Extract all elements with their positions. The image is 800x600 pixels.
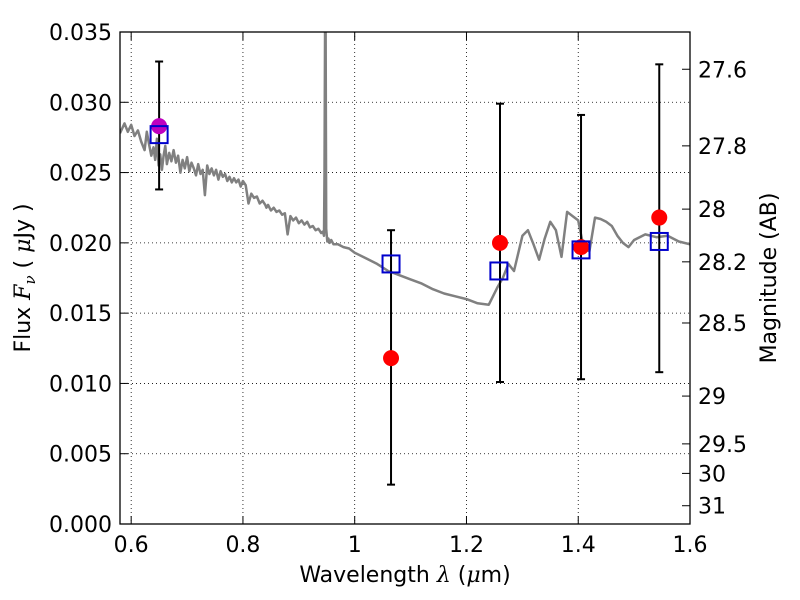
plot-data [120, 32, 690, 486]
x-axis-lambda-symbol: λ [436, 563, 451, 588]
y-axis-f-symbol: F [11, 284, 36, 301]
y-tick-label: 0.030 [49, 91, 112, 116]
x-axis-units-rest: m) [481, 563, 511, 588]
magnitude-tick-label: 30 [698, 462, 726, 487]
model-flux-square [571, 240, 591, 260]
observed-flux-point [492, 234, 508, 251]
magnitude-tick-label: 29.5 [698, 433, 747, 458]
x-tick-label: 1 [348, 533, 362, 558]
model-flux-square [149, 125, 169, 145]
x-tick-label: 1.6 [673, 533, 708, 558]
x-tick-label: 0.8 [225, 533, 260, 558]
magnitude-tick-label: 28 [698, 198, 726, 223]
x-tick-label: 0.6 [114, 533, 149, 558]
y-axis-nu-subscript: ν [21, 275, 39, 284]
plot-frame [119, 31, 691, 525]
magnitude-tick-label: 27.6 [698, 58, 747, 83]
magnitude-axis-label: Magnitude (AB) [757, 193, 782, 364]
y-axis-label: Flux Fν ( μJy ) [11, 203, 39, 352]
model-spectrum-line [120, 32, 690, 306]
y-axis-units-open: ( [11, 253, 36, 276]
y-tick-label: 0.000 [49, 513, 112, 538]
y-tick-label: 0.035 [49, 21, 112, 46]
x-axis-mu-symbol: μ [466, 563, 480, 588]
y-axis-units-rest: Jy ) [11, 203, 36, 240]
y-tick-label: 0.020 [49, 232, 112, 257]
x-tick-label: 1.4 [561, 533, 596, 558]
model-flux-square [649, 231, 669, 251]
x-axis-label: Wavelength λ (μm) [299, 563, 510, 588]
model-flux-square [489, 261, 509, 281]
axis-ticks: 0.6 0.8 1 1.2 1.4 1.6 0.000 0.005 0.010 0.015 0.02… [49, 21, 747, 558]
magnitude-tick-label: 29 [698, 385, 726, 410]
observed-flux-point [383, 350, 400, 367]
model-flux-square [381, 254, 401, 274]
y-axis-mu-symbol: μ [11, 239, 36, 253]
y-axis-label-prefix: Flux [11, 300, 36, 353]
y-tick-label: 0.015 [49, 302, 112, 327]
y-tick-label: 0.010 [49, 372, 112, 397]
magnitude-tick-label: 28.5 [698, 312, 747, 337]
magnitude-tick-label: 27.8 [698, 135, 747, 160]
y-tick-label: 0.025 [49, 162, 112, 187]
observed-flux-point [651, 209, 668, 226]
x-axis-label-prefix: Wavelength [299, 563, 437, 588]
x-tick-label: 1.2 [449, 533, 484, 558]
magnitude-tick-label: 31 [698, 495, 726, 520]
magnitude-tick-label: 28.2 [698, 251, 747, 276]
y-tick-label: 0.005 [49, 443, 112, 468]
x-axis-units-open: ( [451, 563, 467, 588]
